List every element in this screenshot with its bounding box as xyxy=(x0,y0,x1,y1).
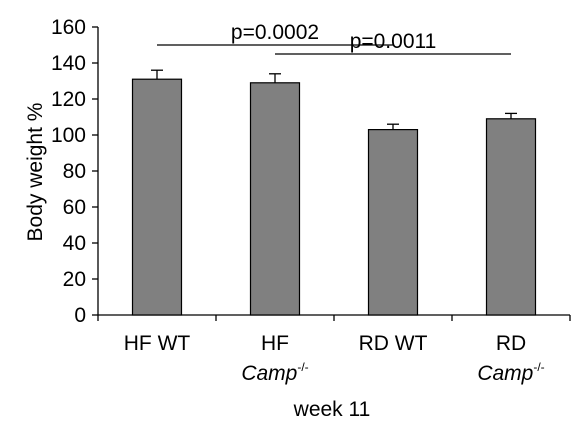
bar xyxy=(367,129,419,316)
bar xyxy=(485,118,537,316)
y-axis-title: Body weight % xyxy=(24,103,47,242)
y-tick-label: 20 xyxy=(63,268,86,291)
genotype-superscript: -/- xyxy=(297,360,308,374)
x-tick-label-line2: Camp-/- xyxy=(477,360,544,385)
y-tick-label: 60 xyxy=(63,196,86,219)
y-tick-label: 40 xyxy=(63,232,86,255)
bar xyxy=(131,78,183,316)
y-tick-label: 100 xyxy=(51,124,86,147)
y-tick-label: 80 xyxy=(63,160,86,183)
bar xyxy=(249,82,301,316)
gene-name: Camp xyxy=(241,362,297,385)
y-tick-label: 140 xyxy=(51,52,86,75)
x-tick-label: HF WT xyxy=(124,332,191,355)
x-tick-label: RD xyxy=(496,332,526,355)
x-tick-label: RD WT xyxy=(359,332,428,355)
y-tick-label: 0 xyxy=(74,304,86,327)
y-tick-label: 160 xyxy=(51,16,86,39)
x-axis-title: week 11 xyxy=(293,398,371,421)
x-tick-label-line2: Camp-/- xyxy=(241,360,308,385)
genotype-superscript: -/- xyxy=(533,360,544,374)
p-value-label: p=0.0002 xyxy=(231,21,319,44)
y-tick-label: 120 xyxy=(51,88,86,111)
p-value-label: p=0.0011 xyxy=(350,30,437,53)
gene-name: Camp xyxy=(477,362,533,385)
x-tick-label: HF xyxy=(261,332,289,355)
